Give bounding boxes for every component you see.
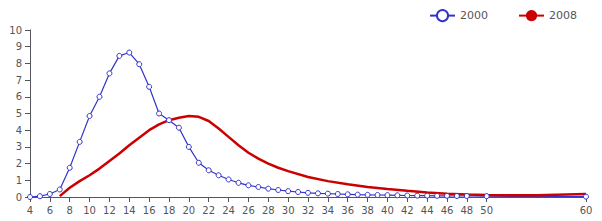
svg-text:4: 4 (16, 125, 22, 136)
svg-text:50: 50 (480, 205, 493, 216)
svg-text:2000: 2000 (460, 9, 488, 22)
svg-text:44: 44 (421, 205, 434, 216)
svg-text:2008: 2008 (549, 9, 577, 22)
svg-text:18: 18 (163, 205, 176, 216)
svg-text:5: 5 (16, 108, 22, 119)
svg-text:0: 0 (16, 192, 22, 203)
svg-text:6: 6 (16, 91, 22, 102)
svg-text:40: 40 (381, 205, 394, 216)
svg-text:26: 26 (242, 205, 255, 216)
svg-text:8: 8 (16, 58, 22, 69)
svg-text:38: 38 (361, 205, 374, 216)
svg-text:24: 24 (222, 205, 235, 216)
svg-text:20: 20 (182, 205, 195, 216)
svg-text:1: 1 (16, 175, 22, 186)
svg-text:2: 2 (16, 158, 22, 169)
svg-text:9: 9 (16, 41, 22, 52)
svg-text:48: 48 (460, 205, 473, 216)
svg-text:4: 4 (27, 205, 33, 216)
svg-text:46: 46 (441, 205, 454, 216)
svg-text:10: 10 (83, 205, 96, 216)
svg-text:12: 12 (103, 205, 116, 216)
svg-text:7: 7 (16, 75, 22, 86)
svg-text:32: 32 (302, 205, 315, 216)
svg-text:60: 60 (580, 205, 593, 216)
svg-text:10: 10 (9, 25, 22, 36)
svg-text:36: 36 (341, 205, 354, 216)
svg-text:8: 8 (67, 205, 73, 216)
svg-text:30: 30 (282, 205, 295, 216)
svg-text:6: 6 (47, 205, 53, 216)
svg-text:28: 28 (262, 205, 275, 216)
svg-text:22: 22 (202, 205, 215, 216)
svg-text:42: 42 (401, 205, 414, 216)
svg-text:16: 16 (143, 205, 156, 216)
svg-text:14: 14 (123, 205, 136, 216)
svg-text:3: 3 (16, 141, 22, 152)
svg-text:34: 34 (321, 205, 334, 216)
